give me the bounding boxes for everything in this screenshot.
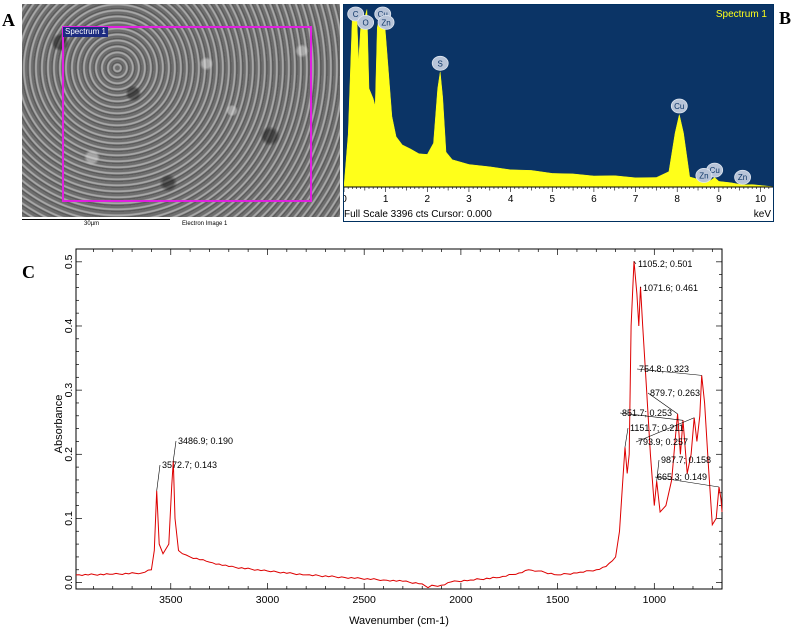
eds-peak-text: Zn xyxy=(699,171,708,180)
sem-image-panel: Spectrum 1 30µm Electron Image 1 xyxy=(22,4,340,230)
ftir-plot-frame xyxy=(75,248,723,590)
ftir-peak-annotation: 1105.2; 0.501 xyxy=(633,259,692,269)
ftir-y-tick-label: 0.1 xyxy=(63,511,75,526)
ftir-annotation-label: 3572.7; 0.143 xyxy=(162,460,217,470)
eds-x-tick-label: 10 xyxy=(755,194,767,205)
ftir-x-tick-label: 1000 xyxy=(643,594,667,606)
ftir-x-tick-label: 2500 xyxy=(353,594,377,606)
eds-x-tick-label: 9 xyxy=(716,194,722,205)
ftir-y-tick-label: 0.3 xyxy=(63,383,75,398)
ftir-peak-annotation: 3486.9; 0.190 xyxy=(173,436,233,461)
eds-x-tick-label: 8 xyxy=(674,194,680,205)
ftir-annotation-leader xyxy=(624,427,629,448)
eds-x-tick-label: 2 xyxy=(425,194,431,205)
ftir-x-tick-label: 2000 xyxy=(449,594,473,606)
ftir-y-tick-label: 0.5 xyxy=(63,254,75,269)
eds-x-tick-label: 0 xyxy=(344,194,347,205)
eds-peak-text: Zn xyxy=(381,18,390,27)
ftir-annotation-leader xyxy=(656,459,660,482)
eds-peak-marker xyxy=(431,55,449,71)
ftir-annotation-label: 1105.2; 0.501 xyxy=(638,259,692,269)
ftir-annotation-label: 1151.7; 0.211 xyxy=(630,423,684,433)
eds-x-tick-label: 1 xyxy=(383,194,389,205)
ftir-annotation-label: 793.9; 0.257 xyxy=(638,437,688,447)
eds-peak-text: Zn xyxy=(738,173,747,182)
eds-peak-text: Cu xyxy=(378,10,388,19)
ftir-annotation-leader xyxy=(619,412,684,421)
eds-peak-label: Zn xyxy=(734,169,751,185)
ftir-peak-annotation: 851.7; 0.253 xyxy=(619,408,684,421)
ftir-peak-annotation: 793.9; 0.257 xyxy=(635,417,695,447)
eds-peak-text: Cu xyxy=(674,102,684,111)
ftir-peak-annotation: 665.3; 0.149 xyxy=(654,472,720,488)
ftir-annotation-leader xyxy=(156,464,161,491)
ftir-annotation-label: 3486.9; 0.190 xyxy=(178,436,233,446)
eds-axis-strip xyxy=(344,187,773,203)
sem-footer: 30µm Electron Image 1 xyxy=(22,217,340,230)
ftir-annotation-leader xyxy=(173,440,177,461)
ftir-peak-annotation: 754.8; 0.323 xyxy=(636,364,702,376)
panel-label-a: A xyxy=(2,10,15,30)
eds-peak-label: S xyxy=(431,55,449,71)
ftir-annotation-leader xyxy=(635,417,695,443)
eds-peak-marker xyxy=(695,168,713,183)
ftir-peak-annotation: 3572.7; 0.143 xyxy=(156,460,217,491)
ftir-spectrum-line xyxy=(75,261,723,589)
ftir-y-tick-label: 0.0 xyxy=(63,575,75,590)
eds-peak-text: C xyxy=(353,10,359,19)
scale-bar xyxy=(22,219,170,220)
panel-label-c: C xyxy=(22,262,35,282)
spectrum-box-label: Spectrum 1 xyxy=(63,27,108,37)
ftir-annotation-leader xyxy=(640,286,642,289)
eds-peak-marker xyxy=(377,14,395,30)
ftir-x-tick-label: 1500 xyxy=(546,594,570,606)
eds-title: Spectrum 1 xyxy=(716,9,768,20)
ftir-annotation-leader xyxy=(654,476,720,488)
eds-peak-label: Cu xyxy=(670,98,688,114)
ftir-peak-annotation: 879.7; 0.263 xyxy=(647,388,700,415)
ftir-y-label: Absorbance xyxy=(53,395,65,454)
eds-x-tick-label: 3 xyxy=(466,194,472,205)
ftir-annotation-label: 879.7; 0.263 xyxy=(650,388,700,398)
eds-x-tick-label: 6 xyxy=(591,194,597,205)
ftir-annotation-label: 665.3; 0.149 xyxy=(657,472,707,482)
eds-x-tick-label: 7 xyxy=(633,194,639,205)
scale-bar-label: 30µm xyxy=(84,221,100,227)
ftir-chart: 3500 3000 2500 2000 1500 1000 0.0 0.1 0.2 0.3 0.4 0… xyxy=(53,248,723,627)
ftir-y-tick-label: 0.2 xyxy=(63,447,75,462)
eds-peak-label: O xyxy=(357,14,375,30)
ftir-x-label: Wavenumber (cm-1) xyxy=(349,615,449,627)
electron-image-label: Electron Image 1 xyxy=(182,221,228,227)
ftir-annotation-label: 987.7; 0.158 xyxy=(661,455,711,465)
eds-peak-text: S xyxy=(438,59,443,68)
panel-label-b: B xyxy=(779,8,792,28)
ftir-x-tick-label: 3000 xyxy=(256,594,280,606)
eds-x-tick-label: 4 xyxy=(508,194,514,205)
ftir-peak-annotation: 1071.6; 0.461 xyxy=(640,283,698,293)
ftir-annotation-label: 754.8; 0.323 xyxy=(639,364,689,374)
eds-x-unit: keV xyxy=(754,209,772,220)
spectrum-selection-box[interactable]: Spectrum 1 xyxy=(62,26,312,202)
electron-image: Spectrum 1 xyxy=(22,4,340,217)
ftir-annotation-leader xyxy=(633,261,637,265)
eds-peak-text: Cu xyxy=(710,166,720,175)
eds-peak-text: O xyxy=(363,18,369,27)
eds-peak-label: Zn xyxy=(695,168,713,183)
ftir-x-tick-label: 3500 xyxy=(159,594,183,606)
ftir-annotation-leader xyxy=(647,392,678,415)
eds-peak-marker xyxy=(357,14,375,30)
ftir-y-tick-label: 0.4 xyxy=(63,319,75,334)
ftir-peak-annotation: 987.7; 0.158 xyxy=(656,455,711,482)
eds-footer: Full Scale 3396 cts Cursor: 0.000 xyxy=(344,209,492,220)
ftir-annotation-label: 851.7; 0.253 xyxy=(622,408,672,418)
eds-peak-marker xyxy=(670,98,688,114)
eds-peak-marker xyxy=(734,169,751,185)
ftir-annotation-label: 1071.6; 0.461 xyxy=(643,283,698,293)
eds-x-tick-label: 5 xyxy=(549,194,555,205)
ftir-peak-annotation: 1151.7; 0.211 xyxy=(624,423,684,448)
ftir-annotation-leader xyxy=(636,368,702,376)
eds-peak-label: Zn xyxy=(377,14,395,30)
